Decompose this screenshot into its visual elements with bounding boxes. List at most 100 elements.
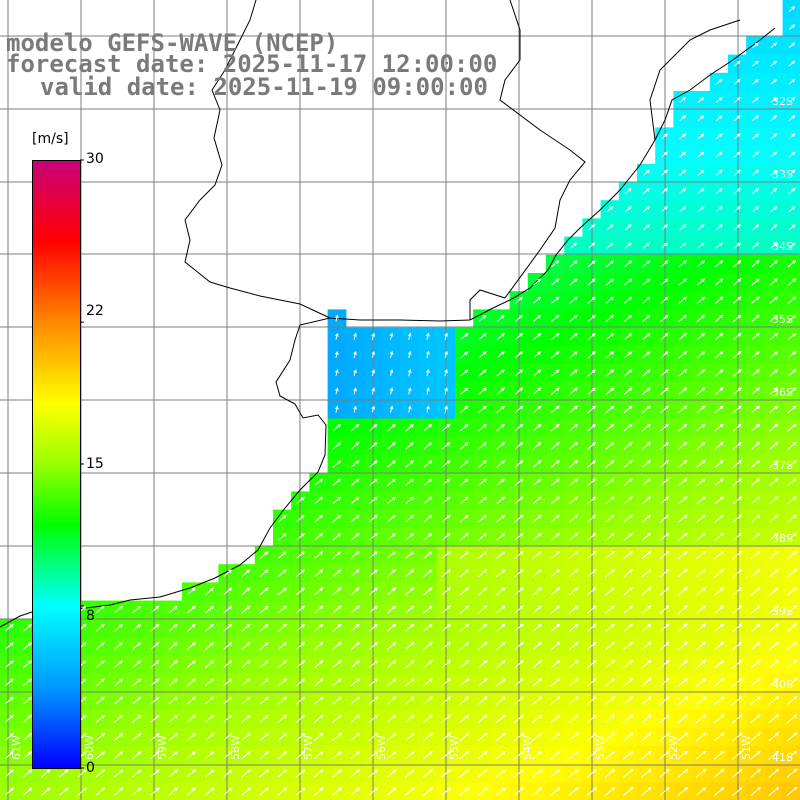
wind-arrow [459,641,470,651]
wind-arrow [623,496,633,505]
wind-arrow [678,296,687,304]
wind-arrow [314,551,324,559]
wind-arrow [241,623,251,632]
wind-arrow [259,696,269,705]
wind-arrow [733,187,741,194]
wind-arrow [532,423,542,432]
wind-arrow [659,587,670,596]
wind-arrow [696,460,706,468]
wind-arrow [715,242,723,249]
wind-arrow [623,332,633,341]
wind-arrow [296,496,305,505]
wind-arrow [715,206,723,213]
wind-arrow [714,314,724,323]
wind-arrow [695,605,706,614]
wind-arrow [768,750,780,760]
wind-arrow [660,387,669,395]
wind-arrow [296,587,306,596]
wind-arrow [677,786,689,797]
wind-arrow [422,750,433,760]
wind-arrow [368,732,379,742]
wind-arrow [186,623,196,632]
wind-arrow [787,296,797,304]
wind-arrow [4,751,14,760]
wind-arrow [752,169,760,176]
wind-arrow [714,568,725,578]
wind-arrow [568,714,579,724]
wind-arrow [568,532,579,541]
wind-arrow [4,660,14,668]
wind-cell [782,782,800,800]
wind-arrow [95,714,105,723]
wind-arrow [441,769,452,778]
wind-arrow [404,750,415,760]
wind-arrow [132,714,142,723]
wind-arrow [751,350,760,359]
wind-arrow [150,605,160,614]
wind-arrow [313,769,324,778]
wind-arrow [423,678,433,687]
wind-arrow [714,641,725,651]
wind-arrow [477,714,488,724]
wind-arrow [622,714,634,724]
wind-arrow [389,387,394,395]
wind-arrow [752,133,759,140]
wind-arrow [750,550,761,560]
wind-arrow [786,641,798,651]
wind-arrow [423,641,433,651]
wind-arrow [477,532,488,541]
wind-arrow [23,678,32,687]
wind-arrow [714,423,724,432]
wind-arrow [186,605,196,614]
wind-arrow [751,260,760,268]
wind-arrow [422,769,434,778]
wind-arrow [642,224,650,231]
wind-arrow [696,332,706,341]
wind-arrow [495,714,506,724]
wind-arrow [714,278,724,286]
wind-arrow [605,478,615,487]
wind-arrow [587,332,596,341]
wind-arrow [441,423,451,432]
wind-arrow [477,660,488,669]
wind-arrow [768,677,779,687]
wind-arrow [551,333,560,341]
wind-arrow [788,78,796,85]
wind-arrow [750,405,761,414]
wind-arrow [332,551,342,559]
lon-label: 54W [521,735,534,760]
wind-arrow [732,623,743,633]
wind-arrow [605,532,615,541]
wind-arrow [734,60,741,67]
wind-arrow [222,751,233,760]
wind-arrow [677,514,688,523]
wind-arrow [531,787,543,797]
wind-arrow [750,659,761,669]
wind-arrow [714,387,724,395]
wind-arrow [606,206,614,213]
wind-arrow [696,387,706,395]
wind-arrow [605,369,615,377]
wind-arrow [697,97,705,103]
wind-arrow [295,660,306,669]
wind-arrow [623,659,634,669]
model-title: modelo GEFS-WAVE (NCEP) [6,29,339,57]
wind-arrow [550,750,561,760]
wind-arrow [714,587,725,596]
wind-arrow [732,459,743,468]
wind-arrow [426,405,430,413]
wind-arrow [751,278,760,286]
wind-arrow [386,587,397,596]
wind-arrow [769,405,779,414]
wind-arrow [422,787,434,796]
wind-arrow [679,242,687,249]
wind-arrow [368,532,378,541]
wind-arrow [259,642,269,650]
wind-arrow [459,750,470,760]
wind-arrow [496,333,505,341]
wind-arrow [587,441,597,450]
wind-arrow [770,169,778,176]
wind-arrow [750,696,761,706]
wind-arrow [241,569,251,577]
